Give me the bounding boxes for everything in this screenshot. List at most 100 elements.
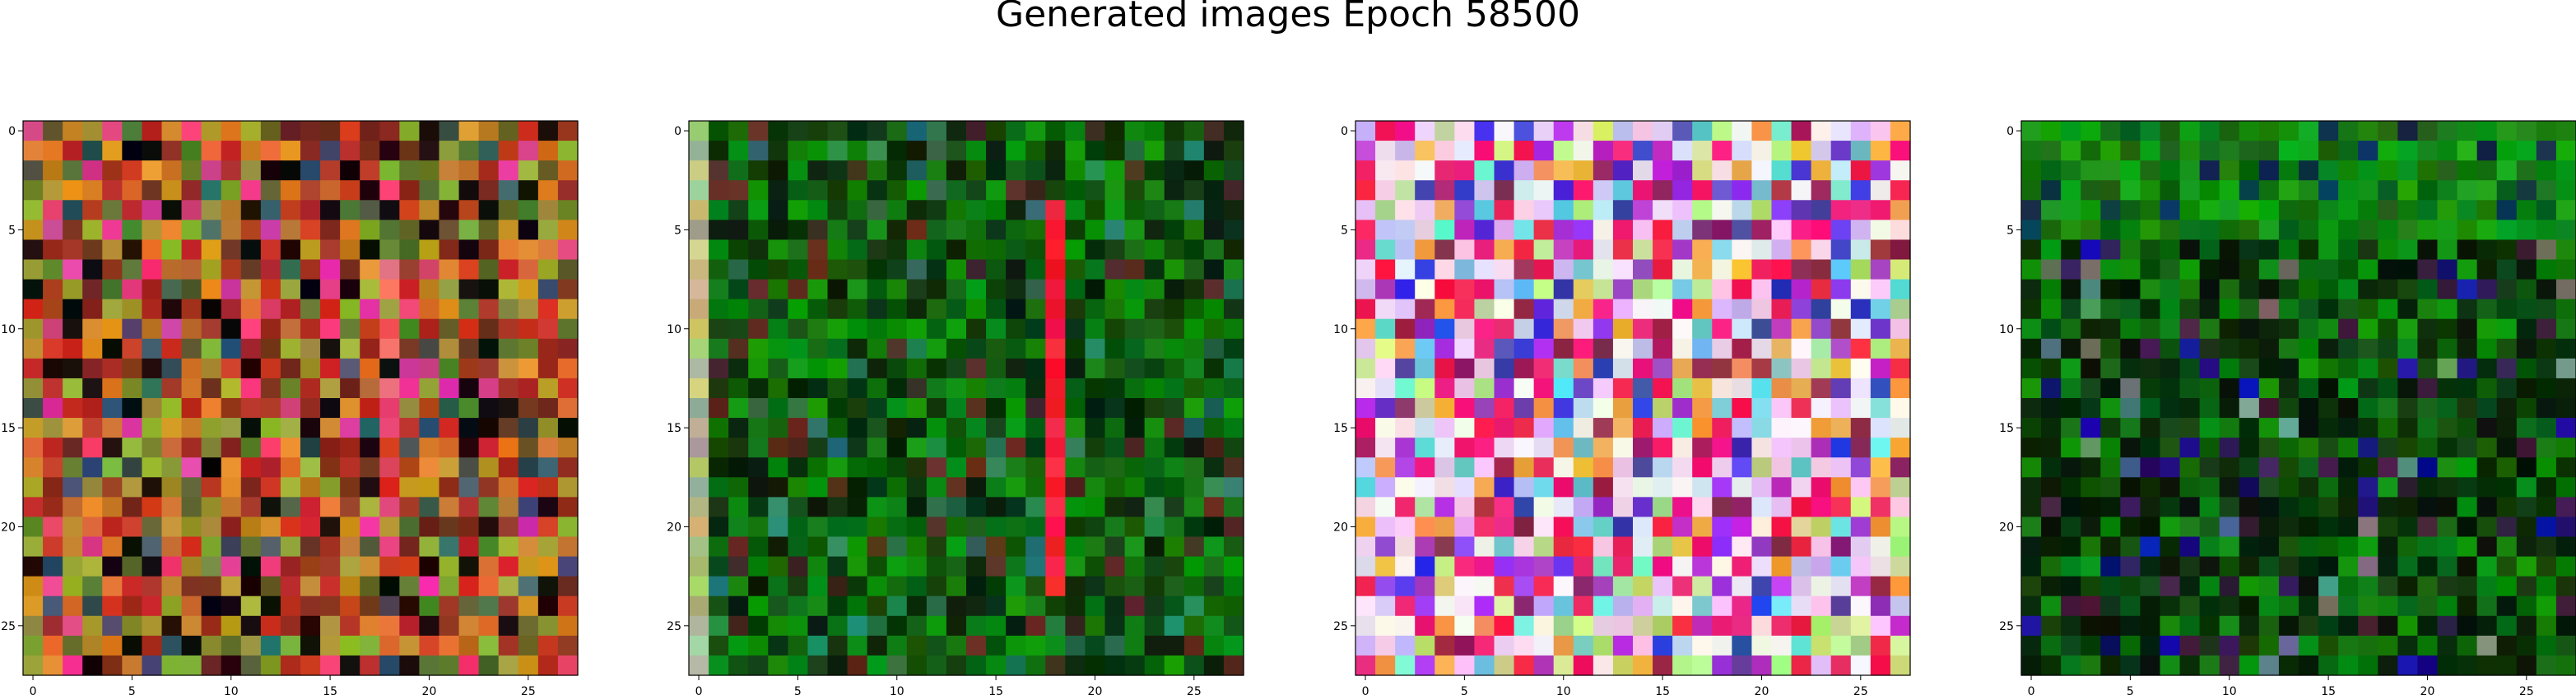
pixel	[1495, 457, 1515, 478]
pixel	[1672, 418, 1693, 438]
pixel	[2397, 636, 2418, 656]
pixel	[2200, 418, 2220, 438]
pixel	[1672, 239, 1693, 260]
pixel	[1653, 160, 1673, 181]
pixel	[1006, 537, 1026, 558]
pixel	[82, 398, 103, 419]
pixel	[1355, 636, 1376, 656]
pixel	[1065, 616, 1086, 637]
pixel	[2239, 616, 2260, 637]
pixel	[1792, 141, 1812, 161]
pixel	[2556, 577, 2576, 597]
pixel	[340, 517, 360, 537]
pixel	[748, 418, 769, 438]
pixel	[887, 121, 908, 141]
pixel	[459, 239, 480, 260]
pixel	[162, 596, 183, 617]
pixel	[1434, 596, 1455, 617]
pixel	[689, 378, 709, 399]
pixel	[1145, 200, 1165, 220]
pixel	[399, 280, 420, 300]
pixel	[300, 378, 321, 399]
pixel	[1006, 200, 1026, 220]
pixel	[768, 378, 788, 399]
pixel	[1792, 339, 1812, 359]
pixel	[1672, 121, 1693, 141]
pixel	[1184, 239, 1205, 260]
pixel	[399, 359, 420, 379]
pixel	[1871, 497, 1891, 517]
pixel	[2358, 200, 2378, 220]
pixel	[2378, 299, 2398, 320]
pixel	[1065, 121, 1086, 141]
pixel	[518, 636, 539, 656]
pixel	[1065, 299, 1086, 320]
pixel	[966, 319, 987, 340]
pixel	[399, 557, 420, 577]
pixel	[182, 577, 202, 597]
pixel	[907, 398, 928, 419]
pixel	[63, 280, 83, 300]
y-tick-label: 10	[1333, 323, 1348, 336]
pixel	[1454, 418, 1475, 438]
pixel	[1415, 378, 1435, 399]
pixel	[2021, 438, 2042, 458]
pixel	[459, 160, 480, 181]
pixel	[162, 299, 183, 320]
pixel	[360, 438, 380, 458]
pixel	[2497, 656, 2518, 676]
pixel	[2457, 280, 2478, 300]
pixel	[2299, 557, 2319, 577]
pixel	[1395, 220, 1416, 240]
pixel	[1045, 280, 1066, 300]
pixel	[1395, 200, 1416, 220]
pixel	[1224, 616, 1244, 637]
pixel	[2358, 359, 2378, 379]
pixel	[23, 497, 44, 517]
pixel	[2497, 200, 2518, 220]
pixel	[2517, 438, 2537, 458]
x-tick-label: 25	[1853, 685, 1868, 695]
pixel	[788, 517, 808, 537]
pixel	[281, 398, 301, 419]
pixel	[788, 457, 808, 478]
pixel	[23, 517, 44, 537]
pixel	[1772, 239, 1793, 260]
pixel	[1574, 497, 1594, 517]
pixel	[499, 339, 519, 359]
pixel	[946, 378, 967, 399]
pixel	[102, 319, 123, 340]
pixel	[1871, 398, 1891, 419]
pixel	[1792, 596, 1812, 617]
pixel	[1831, 319, 1852, 340]
pixel	[2338, 121, 2359, 141]
pixel	[1692, 239, 1713, 260]
pixel	[1574, 180, 1594, 201]
pixel	[43, 497, 63, 517]
pixel	[2397, 121, 2418, 141]
pixel	[946, 477, 967, 498]
pixel	[2358, 537, 2378, 558]
pixel	[1514, 239, 1535, 260]
pixel	[1145, 656, 1165, 676]
pixel	[2358, 557, 2378, 577]
pixel	[2497, 299, 2518, 320]
pixel	[320, 636, 341, 656]
pixel	[538, 656, 559, 676]
y-tick-label: 10	[1999, 323, 2014, 336]
pixel	[1085, 141, 1105, 161]
pixel	[1593, 121, 1614, 141]
pixel	[2021, 180, 2042, 201]
pixel	[1653, 537, 1673, 558]
pixel	[946, 220, 967, 240]
pixel	[807, 596, 828, 617]
pixel	[2457, 220, 2478, 240]
pixel	[728, 438, 749, 458]
pixel	[1613, 577, 1634, 597]
pixel	[2318, 220, 2339, 240]
pixel	[182, 517, 202, 537]
pixel	[807, 398, 828, 419]
pixel	[518, 616, 539, 637]
pixel	[748, 339, 769, 359]
pixel	[221, 359, 242, 379]
